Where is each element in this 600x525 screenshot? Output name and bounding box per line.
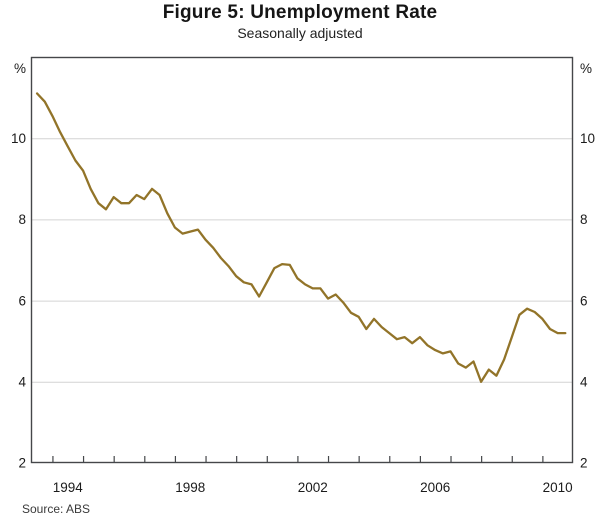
chart-title: Figure 5: Unemployment Rate xyxy=(162,2,438,23)
y-axis-label-right: 4 xyxy=(580,375,588,390)
y-axis-label-left: 4 xyxy=(18,375,26,390)
source-note: Source: ABS xyxy=(22,502,91,516)
unemployment-rate-line xyxy=(35,92,567,383)
unit-label-left: % xyxy=(14,61,26,76)
y-axis-label-right: 6 xyxy=(580,293,588,308)
x-axis-label: 2002 xyxy=(298,480,328,495)
x-axis-label: 2006 xyxy=(420,480,450,495)
y-axis-label-left: 10 xyxy=(11,131,26,146)
y-axis-label-right: 2 xyxy=(580,456,588,471)
y-axis-label-right: 8 xyxy=(580,212,588,227)
y-axis-label-left: 6 xyxy=(18,293,26,308)
x-axis-label: 1998 xyxy=(175,480,205,495)
x-axis-label: 1994 xyxy=(53,480,84,495)
plot-frame xyxy=(30,56,574,464)
y-axis-label-left: 8 xyxy=(18,212,26,227)
y-axis-label-left: 2 xyxy=(18,456,26,471)
x-axis-label: 2010 xyxy=(543,480,573,495)
chart-subtitle: Seasonally adjusted xyxy=(237,25,363,41)
y-axis-label-right: 10 xyxy=(580,131,595,146)
unit-label-right: % xyxy=(580,61,592,76)
